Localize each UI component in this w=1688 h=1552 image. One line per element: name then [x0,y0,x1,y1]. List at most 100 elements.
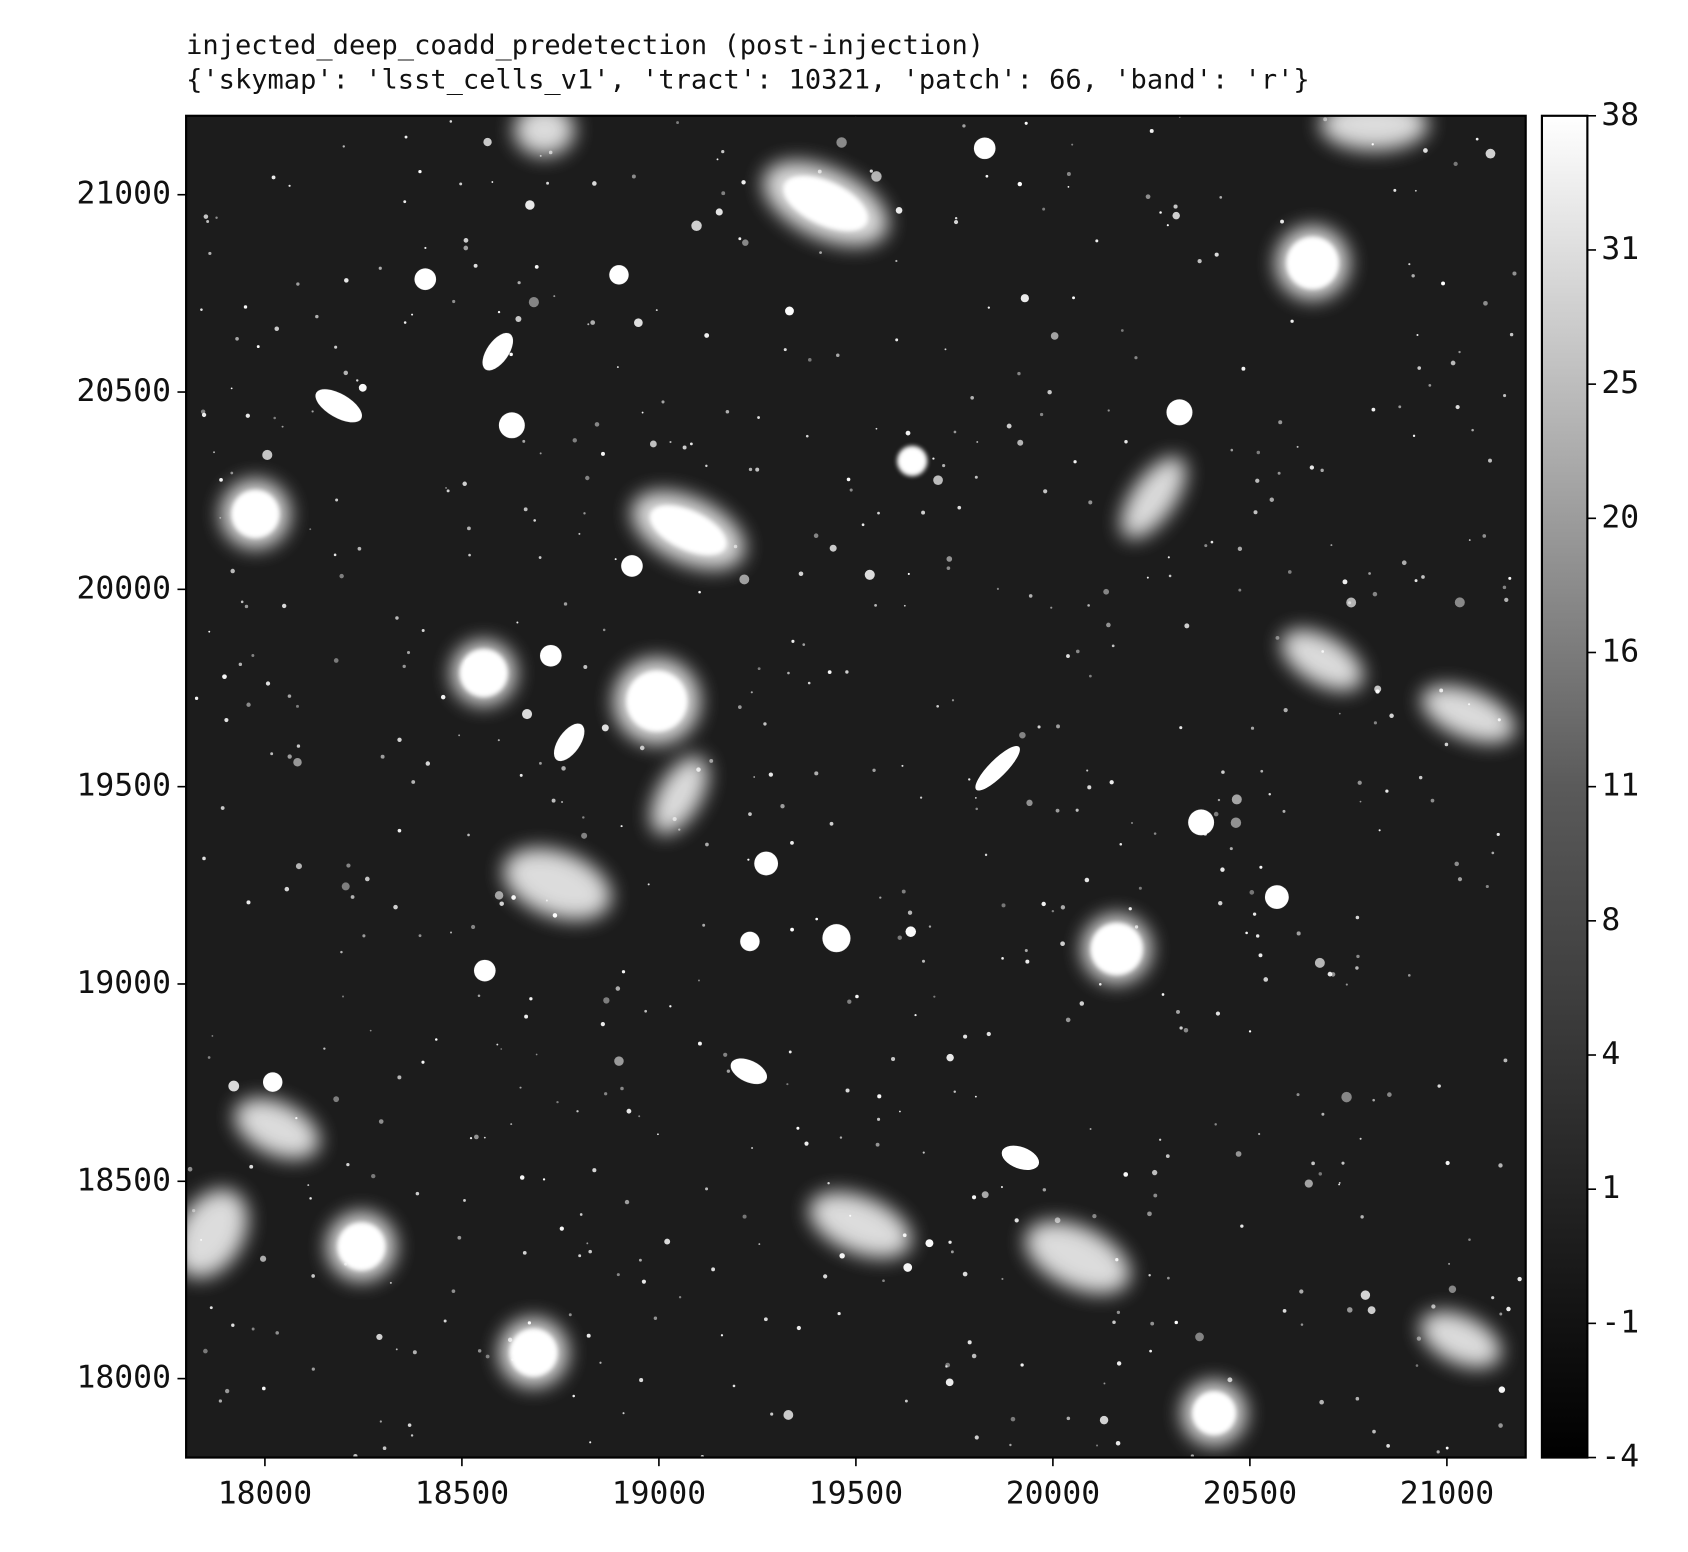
star [534,265,539,269]
star [379,1420,382,1423]
star [1454,597,1465,608]
star [1217,798,1221,802]
star [845,1088,850,1093]
star [861,523,865,527]
star [874,603,877,607]
star [705,842,709,847]
star [311,1274,315,1278]
star [1065,1017,1071,1023]
star [882,1279,885,1283]
star [1491,851,1495,855]
star [203,1348,208,1354]
star [647,883,650,886]
star [1161,993,1165,996]
star [421,1060,425,1064]
star [215,216,218,219]
star [1503,394,1507,398]
star [905,926,917,937]
star [288,184,291,187]
star [1043,489,1048,494]
star [804,1141,809,1146]
star [974,1095,977,1098]
star [1072,296,1076,300]
star [1348,601,1352,605]
star [1124,440,1128,444]
star [371,1173,376,1179]
star [494,891,504,900]
star [1430,798,1435,803]
star [1414,579,1418,583]
star [742,239,749,246]
star [901,889,906,894]
star [951,699,955,702]
star [1248,1030,1252,1033]
star [1385,789,1389,793]
star [1255,934,1260,938]
star [1416,1336,1422,1341]
star [1509,332,1514,337]
star [553,295,556,298]
star [1073,460,1077,464]
star [1241,366,1246,371]
star [1282,809,1286,813]
star [369,1029,372,1032]
star [333,553,337,557]
star [296,704,299,708]
star [200,308,203,311]
sky-image [186,115,1526,1458]
star [287,754,292,759]
star [1499,1312,1503,1316]
star [334,345,338,349]
star [1320,468,1324,473]
star [1250,726,1255,730]
star [467,833,470,837]
star [641,1279,646,1284]
star [1321,1112,1325,1116]
star [1099,1415,1109,1425]
star [726,1069,731,1073]
star [796,1325,801,1331]
star [1445,1446,1449,1450]
star [497,739,500,742]
star [755,467,760,472]
star [194,696,199,700]
star [845,670,849,674]
star [669,440,672,444]
star [1355,966,1359,970]
star [985,174,989,178]
star [529,997,533,1001]
star [750,691,753,694]
star [1386,1444,1390,1448]
star [200,409,206,414]
star [903,1263,913,1272]
star [1357,780,1362,785]
star [578,1254,582,1258]
star [1037,725,1041,729]
star [1151,1169,1158,1176]
star [790,927,794,932]
star [953,430,957,434]
star [709,758,714,763]
star [1235,1151,1242,1157]
star [616,366,619,369]
star [228,1080,240,1092]
star [473,263,478,268]
star [262,449,273,461]
colorbar-tick-label: 25 [1601,365,1639,401]
star [284,886,290,892]
star [697,1041,702,1046]
star [1338,712,1341,715]
star [1075,649,1080,654]
star [1009,1443,1012,1447]
star [235,336,239,341]
star [763,1317,768,1322]
star [1066,172,1071,176]
star [942,464,946,468]
star [962,1271,968,1277]
star [342,995,345,998]
star [603,997,610,1004]
star [616,1273,620,1277]
star [1028,594,1033,598]
star [1119,842,1123,846]
star [836,353,840,357]
